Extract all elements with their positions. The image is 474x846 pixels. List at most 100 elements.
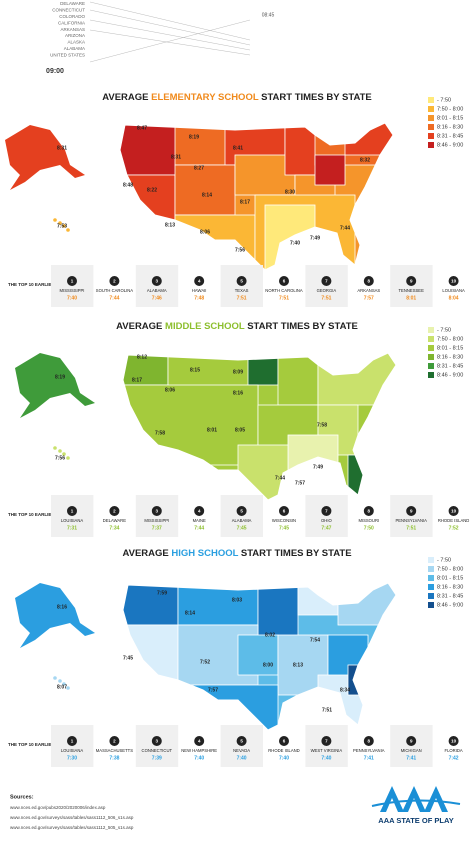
- logo-mark: [380, 786, 404, 812]
- top10-heading: THE TOP 10 EARLIEST START TIMES: [8, 282, 88, 287]
- legend-label: 8:01 - 8:15: [437, 345, 463, 351]
- clock-icon: [194, 276, 205, 286]
- top10-state: ALABAMA: [232, 518, 252, 523]
- region: [277, 353, 319, 406]
- rank: 1: [71, 509, 74, 514]
- top10-heading: THE TOP 10 EARLIEST START TIMES: [8, 512, 88, 517]
- strip-band: [390, 725, 433, 767]
- clock-icon: [321, 276, 332, 286]
- top10-state: FLORIDA: [445, 748, 463, 753]
- strip-band: [305, 265, 348, 307]
- region: [237, 634, 279, 676]
- top10-time: 7:44: [194, 525, 204, 531]
- hawaii: [58, 449, 62, 453]
- region: [314, 154, 346, 186]
- state-value: 7:53: [57, 223, 67, 229]
- legend-swatch: [428, 354, 434, 360]
- legend-label: 8:46 - 9:00: [437, 602, 463, 608]
- state-value: 7:54: [310, 637, 320, 643]
- source-link: www.nces.ed.gov/surveys/sass/tables/sass…: [10, 815, 134, 820]
- clock-icon: [448, 276, 459, 286]
- legend-label: 8:16 - 8:30: [437, 124, 463, 130]
- state-value: 8:14: [185, 610, 195, 616]
- state-value: 8:16: [233, 390, 243, 396]
- legend-label: 8:01 - 8:15: [437, 115, 463, 121]
- state-value: 7:59: [157, 590, 167, 596]
- legend-label: 7:50 - 8:00: [437, 106, 463, 112]
- clock-icon: [406, 276, 417, 286]
- rank: 6: [283, 279, 286, 284]
- strip-band: [305, 495, 348, 537]
- top10-state: RHODE ISLAND: [438, 518, 469, 523]
- hawaii: [58, 221, 62, 225]
- state-value: 8:01: [207, 427, 217, 433]
- state-value: 8:13: [293, 662, 303, 668]
- state-value: 7:57: [208, 687, 218, 693]
- section-title: AVERAGE ELEMENTARY SCHOOL START TIMES BY…: [102, 92, 372, 103]
- alaska: [15, 583, 95, 648]
- top10-time: 7:57: [364, 295, 374, 301]
- state-value: 8:27: [194, 165, 204, 171]
- rank: 8: [368, 739, 371, 744]
- top10-time: 7:34: [109, 525, 119, 531]
- title-part: AVERAGE: [116, 321, 165, 332]
- rank: 8: [368, 509, 371, 514]
- top10-state: HAWAII: [192, 288, 207, 293]
- hawaii: [66, 686, 70, 690]
- state-value: 7:49: [310, 235, 320, 241]
- top10-time: 7:51: [237, 295, 247, 301]
- rank: 10: [451, 739, 457, 744]
- rank: 5: [240, 739, 243, 744]
- source-link: www.nces.ed.gov/surveys/sass/tables/sass…: [10, 825, 134, 830]
- state-value: 8:22: [147, 187, 157, 193]
- top10-time: 7:44: [109, 295, 119, 301]
- rank: 3: [156, 739, 159, 744]
- rank: 9: [410, 279, 413, 284]
- state-value: 8:09: [233, 369, 243, 375]
- legend-swatch: [428, 575, 434, 581]
- source-link: www.nces.ed.gov/pubs2020/2020006/index.a…: [10, 805, 106, 810]
- state-value: 7:57: [295, 480, 305, 486]
- rank: 6: [283, 739, 286, 744]
- state-value: 8:41: [233, 145, 243, 151]
- legend-label: - 7:50: [437, 97, 451, 103]
- clock-icon: [279, 736, 289, 746]
- legend-swatch: [428, 142, 434, 148]
- rank: 10: [451, 279, 457, 284]
- region: [177, 583, 259, 626]
- top10-state: WISCONSIN: [272, 518, 296, 523]
- state-value: 8:13: [165, 222, 175, 228]
- rank: 6: [283, 509, 286, 514]
- region: [347, 664, 369, 696]
- legend-label: 8:31 - 8:45: [437, 363, 463, 369]
- top10-time: 7:37: [152, 525, 162, 531]
- state-value: 8:02: [265, 632, 275, 638]
- rank: 8: [368, 279, 371, 284]
- state-value: 7:58: [155, 430, 165, 436]
- strip-band: [51, 495, 94, 537]
- state-value: 8:48: [123, 182, 133, 188]
- state-value: 8:07: [57, 684, 67, 690]
- top10-state: DELAWARE: [103, 518, 126, 523]
- top10-time: 7:48: [194, 295, 204, 301]
- rank: 3: [156, 279, 159, 284]
- hawaii: [62, 452, 66, 456]
- state-value: 8:05: [235, 427, 245, 433]
- top10-time: 7:38: [109, 755, 119, 761]
- clock-icon: [279, 506, 289, 516]
- sources-heading: Sources:: [10, 794, 34, 800]
- rank: 4: [198, 279, 201, 284]
- region: [337, 583, 396, 626]
- us-fill: [123, 353, 396, 500]
- logo: AAA STATE OF PLAY: [371, 786, 461, 825]
- top10-state: OHIO: [321, 518, 332, 523]
- legend-swatch: [428, 566, 434, 572]
- rank: 10: [451, 509, 457, 514]
- title-highlight: MIDDLE SCHOOL: [165, 321, 245, 332]
- state-value: 8:12: [137, 354, 147, 360]
- top10-state: GEORGIA: [317, 288, 337, 293]
- legend-label: 8:31 - 8:45: [437, 593, 463, 599]
- us-map: [122, 582, 397, 731]
- state-value: 8:03: [232, 597, 242, 603]
